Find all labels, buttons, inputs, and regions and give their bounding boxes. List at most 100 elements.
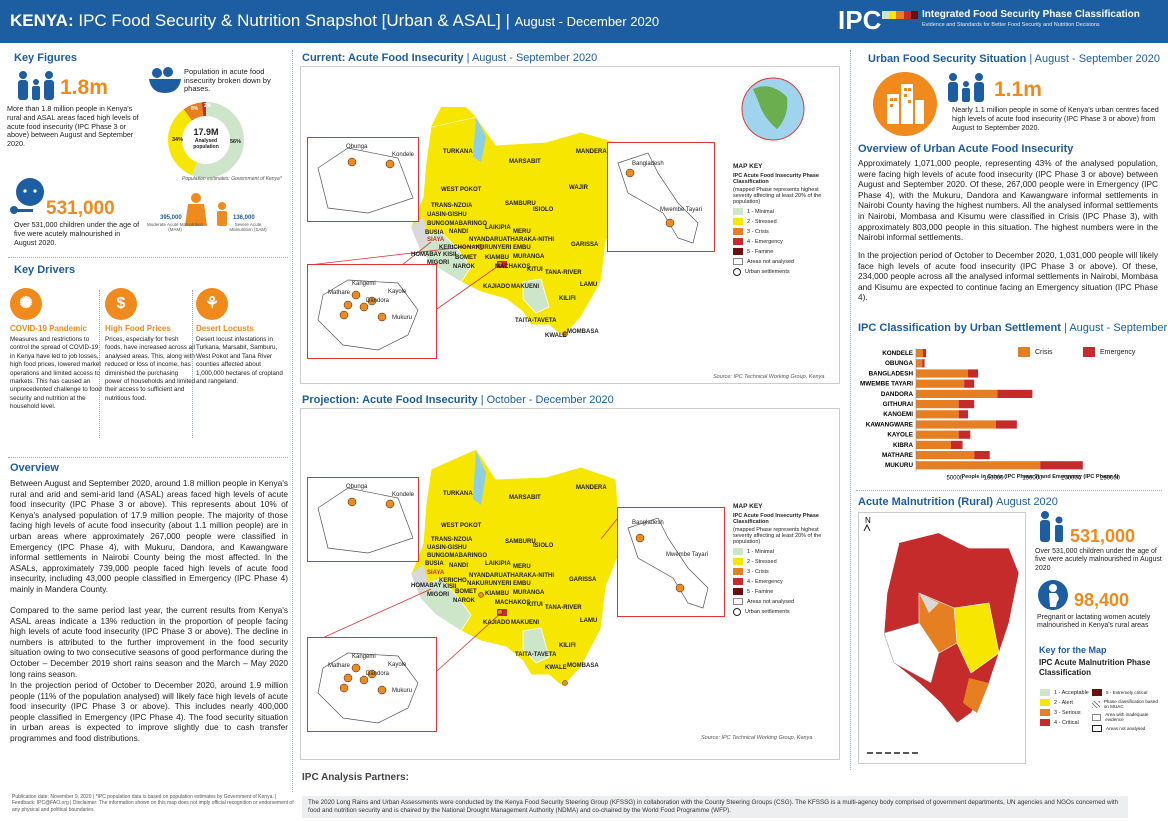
urban-paragraph-1: Approximately 1,071,000 people, represen… — [858, 158, 1158, 243]
x-tick-label: 50000 — [946, 475, 963, 481]
label-obunga: Obunga — [346, 484, 368, 490]
legend-emergency: Emergency — [1083, 347, 1135, 357]
partners-heading: IPC Analysis Partners: — [302, 772, 409, 783]
bar-label: MUKURU — [885, 462, 913, 469]
bar-label: MWEMBE TAYARI — [860, 381, 913, 388]
bar-label: KAYOLE — [887, 432, 913, 439]
food-bowl-icon — [149, 67, 181, 93]
report-title: KENYA: IPC Food Security & Nutrition Sna… — [10, 11, 660, 30]
label-migori: MIGORI — [427, 592, 449, 598]
bar-label: KANGEMI — [883, 411, 913, 418]
label-turkana: TURKANA — [443, 491, 473, 497]
donut-title: Population in acute food insecurity brok… — [184, 67, 271, 94]
label-kangemi: Kangemi — [352, 281, 376, 287]
map-source: Source: IPC Technical Working Group, Ken… — [713, 374, 825, 380]
callout-mombasa: Bangladesh Mwembe Tayari — [607, 142, 715, 252]
callout-kisumu-projection: Obunga Kondele — [307, 477, 419, 562]
label-homabay: HOMABAY — [411, 252, 442, 258]
bar-label: MATHARE — [882, 452, 913, 459]
divider — [8, 457, 288, 458]
overview-paragraph-1: Between August and September 2020, aroun… — [10, 478, 288, 594]
driver-covid: ✺ COVID-19 Pandemic Measures and restric… — [10, 288, 102, 412]
column-divider — [292, 50, 293, 792]
label-nakuru-nyeri: NAKURUNYERI — [467, 245, 512, 251]
label-kilifi: KILIFI — [559, 296, 576, 302]
label-laikipia: LAIKIPIA — [485, 225, 511, 231]
label-mukuru: Mukuru — [392, 315, 413, 321]
label-nyandarua-tharaka-nithi: NYANDARUATHARAKA-NITHI — [469, 237, 554, 243]
donut-label-phase2: 34% — [172, 137, 184, 143]
label-samburu: SAMBURU — [505, 539, 536, 545]
partners-text: The 2020 Long Rains and Urban Assessment… — [302, 796, 1128, 818]
label-kitui: KITUI — [527, 602, 543, 608]
current-map-frame: Obunga Kondele Mathare Kangemi Kayole Da… — [300, 66, 840, 384]
current-map-heading: Current: Acute Food Insecurity | August … — [302, 52, 598, 64]
label-trans-nzoia: TRANS-NZOIA — [431, 203, 473, 209]
label-bungoma-baringo: BUNGOMABARINGO — [427, 553, 487, 559]
ipc-logo: IPC — [838, 5, 882, 35]
bar-emergency — [1040, 461, 1083, 470]
x-tick-label: 250000 — [1100, 475, 1121, 481]
driver-food-prices: $ High Food Prices Prices, especially fo… — [105, 288, 197, 403]
publication-note: Publication date: November 9, 2020 | *IP… — [12, 794, 294, 813]
x-tick-label: 150000 — [1022, 475, 1043, 481]
label-mathare: Mathare — [328, 290, 351, 296]
malnutrition-key-title: Key for the Map — [1039, 645, 1107, 655]
label-uasin-gishu: UASIN-GISHU — [427, 545, 467, 551]
driver-title: COVID-19 Pandemic — [10, 324, 87, 333]
chart-x-label: People in Crisis (IPC Phase 3) and Emerg… — [961, 474, 1119, 480]
callout-mombasa-projection: Bangladesh Mwembe Tayari — [617, 507, 725, 617]
label-meru: MERU — [513, 564, 531, 570]
label-mukuru: Mukuru — [392, 688, 413, 694]
label-kajiado: KAJIADO — [483, 284, 511, 290]
child-icon — [1040, 511, 1063, 542]
label-taita-taveta: TAITA-TAVETA — [515, 652, 557, 658]
label-nakuru-nyeri: NAKURUNYERI — [467, 581, 512, 587]
label-bomet: BOMET — [455, 255, 477, 261]
label-kisii: KISII — [443, 584, 457, 590]
driver-text: Prices, especially for fresh foods, have… — [105, 336, 196, 402]
label-wajir: WAJIR — [569, 185, 589, 191]
label-bomet: BOMET — [455, 589, 477, 595]
ipc-logo-tagline: Evidence and Standards for Better Food S… — [922, 22, 1100, 28]
label-mandera: MANDERA — [576, 485, 607, 491]
label-nandi: NANDI — [449, 563, 468, 569]
callout-nairobi-projection: Mathare Kangemi Kayole Dandora Mukuru — [307, 637, 437, 732]
label-turkana: TURKANA — [443, 149, 473, 155]
label-marsabit: MARSABIT — [509, 159, 541, 165]
label-garissa: GARISSA — [571, 242, 599, 248]
label-kajiado: KAJIADO — [483, 620, 511, 626]
urban-overview-heading: Overview of Urban Acute Food Insecurity — [858, 143, 1074, 155]
bar-crisis — [916, 359, 923, 368]
key-drivers-heading: Key Drivers — [14, 264, 76, 276]
label-busia: BUSIA — [425, 561, 444, 567]
divider — [856, 490, 1162, 491]
column-divider — [850, 50, 851, 770]
label-bangladesh: Bangladesh — [632, 161, 664, 167]
label-tana-river: TANA-RIVER — [545, 270, 582, 276]
ipc-logo-name: Integrated Food Security Phase Classific… — [922, 9, 1140, 20]
phase-donut-chart — [168, 102, 244, 178]
divider — [192, 290, 193, 438]
label-kitui: KITUI — [527, 267, 543, 273]
label-laikipia: LAIKIPIA — [485, 561, 511, 567]
label-makueni: MAKUENI — [511, 284, 539, 290]
urban-heading: Urban Food Security Situation | August -… — [868, 53, 1161, 65]
children-figure-text: Over 531,000 children under the age of f… — [14, 220, 140, 247]
bar-emergency — [958, 400, 975, 409]
bar-emergency — [950, 440, 963, 449]
projection-map-heading: Projection: Acute Food Insecurity | Octo… — [302, 394, 614, 406]
label-tana-river: TANA-RIVER — [545, 605, 582, 611]
bar-crisis — [916, 410, 959, 419]
bar-label: KONDELE — [882, 350, 913, 357]
map-key-projection: MAP KEY IPC Acute Food Insecurity Phase … — [733, 503, 822, 616]
label-kayole: Kayole — [388, 289, 407, 295]
label-kwale: KWALE — [545, 333, 567, 339]
label-lamu: LAMU — [580, 282, 598, 288]
label-mwembe-tayari: Mwembe Tayari — [666, 552, 708, 558]
label-isiolo: ISIOLO — [533, 207, 554, 213]
donut-center-label: Analysed population — [193, 138, 219, 150]
label-mandera: MANDERA — [576, 149, 607, 155]
rural-figure-text: More than 1.8 million people in Kenya's … — [7, 104, 139, 149]
label-kondele: Kondele — [392, 492, 415, 498]
